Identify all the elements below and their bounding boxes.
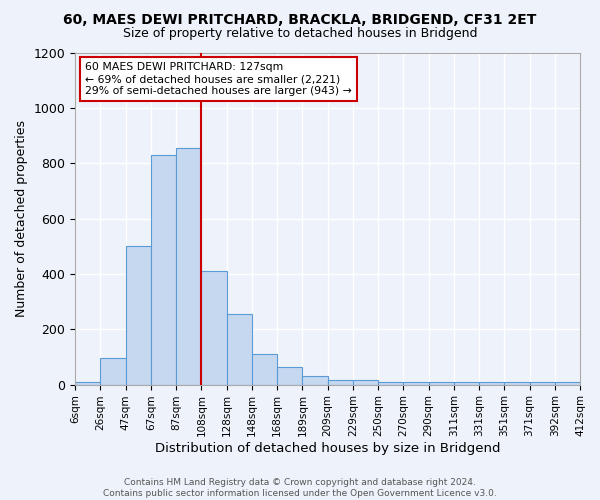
Y-axis label: Number of detached properties: Number of detached properties (15, 120, 28, 317)
Bar (403, 382, 428, 384)
X-axis label: Distribution of detached houses by size in Bridgend: Distribution of detached houses by size … (155, 442, 500, 455)
Text: Contains HM Land Registry data © Crown copyright and database right 2024.
Contai: Contains HM Land Registry data © Crown c… (103, 478, 497, 498)
Text: Size of property relative to detached houses in Bridgend: Size of property relative to detached ho… (123, 28, 477, 40)
Bar (378, 382, 403, 384)
Bar (100, 358, 125, 384)
Text: 60 MAES DEWI PRITCHARD: 127sqm
← 69% of detached houses are smaller (2,221)
29% : 60 MAES DEWI PRITCHARD: 127sqm ← 69% of … (85, 62, 352, 96)
Bar (555, 382, 580, 384)
Bar (353, 380, 378, 384)
Bar (75, 382, 100, 384)
Bar (454, 382, 479, 384)
Bar (176, 148, 202, 384)
Bar (328, 380, 353, 384)
Bar (428, 382, 454, 384)
Bar (125, 246, 151, 384)
Bar (202, 271, 227, 384)
Bar (227, 314, 252, 384)
Bar (252, 354, 277, 384)
Bar (151, 155, 176, 384)
Bar (530, 382, 555, 384)
Bar (302, 376, 328, 384)
Text: 60, MAES DEWI PRITCHARD, BRACKLA, BRIDGEND, CF31 2ET: 60, MAES DEWI PRITCHARD, BRACKLA, BRIDGE… (64, 12, 536, 26)
Bar (277, 366, 302, 384)
Bar (479, 382, 504, 384)
Bar (504, 382, 530, 384)
